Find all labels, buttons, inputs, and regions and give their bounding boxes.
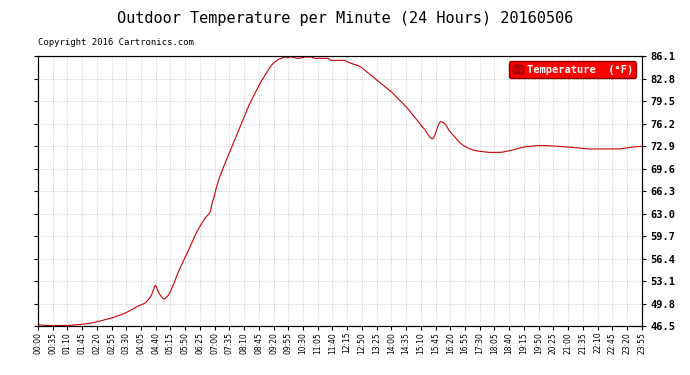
Text: Outdoor Temperature per Minute (24 Hours) 20160506: Outdoor Temperature per Minute (24 Hours… bbox=[117, 11, 573, 26]
Legend: Temperature  (°F): Temperature (°F) bbox=[509, 62, 636, 78]
Text: Copyright 2016 Cartronics.com: Copyright 2016 Cartronics.com bbox=[38, 38, 194, 47]
